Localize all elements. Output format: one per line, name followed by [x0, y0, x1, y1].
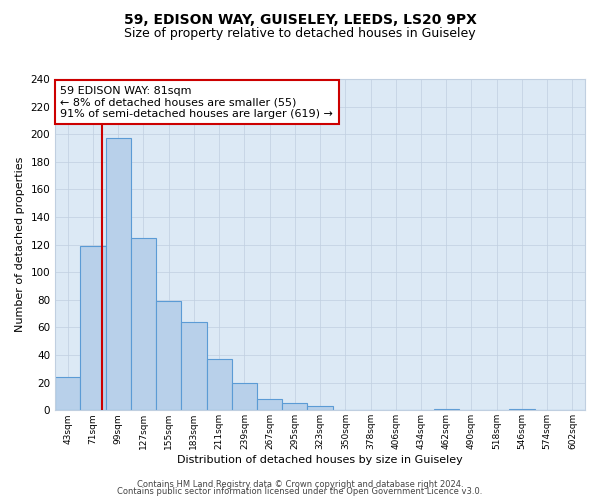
- Text: 59, EDISON WAY, GUISELEY, LEEDS, LS20 9PX: 59, EDISON WAY, GUISELEY, LEEDS, LS20 9P…: [124, 12, 476, 26]
- Bar: [282, 404, 307, 410]
- Text: Contains public sector information licensed under the Open Government Licence v3: Contains public sector information licen…: [118, 487, 482, 496]
- Bar: [181, 322, 206, 410]
- Bar: [156, 301, 181, 410]
- Bar: [55, 377, 80, 410]
- Text: Size of property relative to detached houses in Guiseley: Size of property relative to detached ho…: [124, 28, 476, 40]
- Text: Contains HM Land Registry data © Crown copyright and database right 2024.: Contains HM Land Registry data © Crown c…: [137, 480, 463, 489]
- Text: 59 EDISON WAY: 81sqm
← 8% of detached houses are smaller (55)
91% of semi-detach: 59 EDISON WAY: 81sqm ← 8% of detached ho…: [61, 86, 334, 119]
- Bar: [106, 138, 131, 410]
- X-axis label: Distribution of detached houses by size in Guiseley: Distribution of detached houses by size …: [177, 455, 463, 465]
- Bar: [80, 246, 106, 410]
- Y-axis label: Number of detached properties: Number of detached properties: [15, 157, 25, 332]
- Bar: [434, 409, 459, 410]
- Bar: [131, 238, 156, 410]
- Bar: [307, 406, 332, 410]
- Bar: [509, 409, 535, 410]
- Bar: [257, 399, 282, 410]
- Bar: [232, 382, 257, 410]
- Bar: [206, 359, 232, 410]
